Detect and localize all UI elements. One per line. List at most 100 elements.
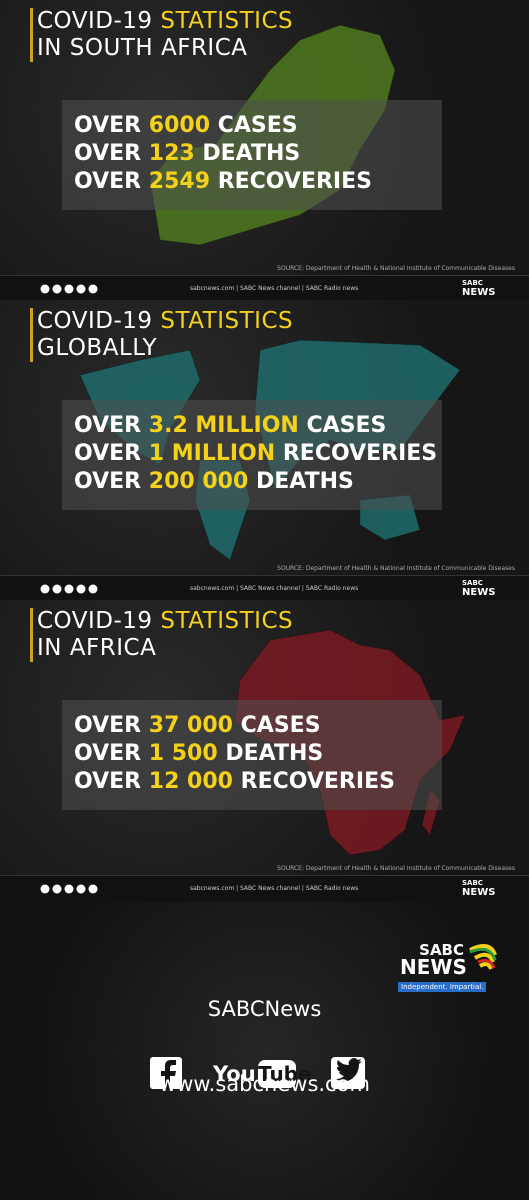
stat-label: CASES xyxy=(217,113,298,138)
stat-value: 6000 xyxy=(148,113,211,138)
stat-value: 2549 xyxy=(148,169,211,194)
stat-label: DEATHS xyxy=(202,141,301,166)
title-highlight: STATISTICS xyxy=(160,8,294,34)
title-line: IN SOUTH AFRICA xyxy=(37,35,248,61)
title-line: COVID-19 STATISTICS xyxy=(37,8,293,35)
title-highlight: STATISTICS xyxy=(160,308,294,334)
title-text: COVID-19 xyxy=(37,608,153,634)
end-graphics xyxy=(150,944,497,1089)
stat-label: DEATHS xyxy=(225,741,324,766)
youtube-box xyxy=(258,1060,296,1088)
social-icon xyxy=(52,884,62,894)
stat-line: OVER 6000 CASES xyxy=(74,113,298,138)
social-icon xyxy=(76,584,86,594)
stat-label: CASES xyxy=(306,413,387,438)
stat-value: 200 000 xyxy=(148,469,249,494)
stat-prefix: OVER xyxy=(74,741,142,766)
social-icon xyxy=(52,284,62,294)
stats-box xyxy=(62,100,442,210)
footer-bar: sabcnews.com | SABC News channel | SABC … xyxy=(0,875,529,902)
logo-arc xyxy=(477,959,496,969)
stat-label: RECOVERIES xyxy=(282,441,438,466)
website: www.sabcnews.com xyxy=(159,1072,370,1096)
social-icon xyxy=(76,284,86,294)
small-logo-bottom: NEWS xyxy=(462,587,496,598)
small-logo: SABC NEWS xyxy=(462,579,496,598)
stats-box xyxy=(62,700,442,810)
facebook-f xyxy=(161,1060,176,1089)
social-icon xyxy=(64,284,74,294)
title-highlight: STATISTICS xyxy=(160,608,294,634)
small-logo: SABC NEWS xyxy=(462,279,496,298)
small-logo-top: SABC xyxy=(462,579,483,587)
stat-prefix: OVER xyxy=(74,769,142,794)
panel: COVID-19 STATISTICS IN SOUTH AFRICA OVER 6… xyxy=(0,0,529,275)
stat-line: OVER 200 000 DEATHS xyxy=(74,469,354,494)
panel: COVID-19 STATISTICS GLOBALLY OVER 3.2 MILL… xyxy=(0,300,529,575)
logo-arcs xyxy=(469,944,497,970)
stat-line: OVER 1 MILLION RECOVERIES xyxy=(74,441,437,466)
small-logo-bottom: NEWS xyxy=(462,887,496,898)
stat-prefix: OVER xyxy=(74,441,142,466)
stat-value: 1 500 xyxy=(148,741,218,766)
social-icon xyxy=(88,884,98,894)
title-line: IN AFRICA xyxy=(37,635,157,661)
small-logo-top: SABC xyxy=(462,279,483,287)
handle: SABCNews xyxy=(207,997,322,1021)
links: sabcnews.com | SABC News channel | SABC … xyxy=(190,885,359,892)
stat-prefix: OVER xyxy=(74,469,142,494)
social-icons xyxy=(40,884,98,894)
tagline: Independent. Impartial. xyxy=(398,982,487,992)
links: sabcnews.com | SABC News channel | SABC … xyxy=(190,585,359,592)
social-icon xyxy=(88,584,98,594)
stat-value: 12 000 xyxy=(148,769,233,794)
small-logo-top: SABC xyxy=(462,879,483,887)
social-icons xyxy=(40,584,98,594)
stat-line: OVER 123 DEATHS xyxy=(74,141,300,166)
source: SOURCE: Department of Health & National … xyxy=(277,865,515,872)
logo-bottom: NEWS xyxy=(400,955,467,979)
stat-label: RECOVERIES xyxy=(240,769,395,794)
title: COVID-19 STATISTICS GLOBALLY xyxy=(30,308,293,362)
stat-value: 37 000 xyxy=(148,713,233,738)
stat-label: RECOVERIES xyxy=(217,169,372,194)
stat-prefix: OVER xyxy=(74,113,142,138)
stats-box xyxy=(62,400,442,510)
links: sabcnews.com | SABC News channel | SABC … xyxy=(190,285,359,292)
title: COVID-19 STATISTICS IN SOUTH AFRICA xyxy=(30,8,293,62)
stat-prefix: OVER xyxy=(74,141,142,166)
social-icons xyxy=(40,284,98,294)
stat-line: OVER 37 000 CASES xyxy=(74,713,321,738)
social-icon xyxy=(40,284,50,294)
stat-value: 123 xyxy=(148,141,195,166)
source: SOURCE: Department of Health & National … xyxy=(277,265,515,272)
footer-bar: sabcnews.com | SABC News channel | SABC … xyxy=(0,275,529,302)
twitter-bird xyxy=(336,1058,362,1082)
social-icon xyxy=(88,284,98,294)
youtube-you: You xyxy=(213,1062,256,1086)
title-line: COVID-19 STATISTICS xyxy=(37,308,293,335)
title: COVID-19 STATISTICS IN AFRICA xyxy=(30,608,293,662)
stat-prefix: OVER xyxy=(74,169,142,194)
social-icon xyxy=(64,584,74,594)
stat-label: DEATHS xyxy=(255,469,354,494)
logo: SABC NEWS xyxy=(400,942,467,979)
social-icon xyxy=(52,584,62,594)
footer-bar: sabcnews.com | SABC News channel | SABC … xyxy=(0,575,529,602)
end-card: SABC NEWS Independent. Impartial. SABCNe… xyxy=(0,900,529,1200)
title-line: GLOBALLY xyxy=(37,335,158,361)
small-logo: SABC NEWS xyxy=(462,879,496,898)
stat-value: 3.2 MILLION xyxy=(148,413,299,438)
stat-prefix: OVER xyxy=(74,713,142,738)
stat-line: OVER 3.2 MILLION CASES xyxy=(74,413,386,438)
stat-line: OVER 1 500 DEATHS xyxy=(74,741,323,766)
stat-label: CASES xyxy=(240,713,321,738)
stat-prefix: OVER xyxy=(74,413,142,438)
small-logo-bottom: NEWS xyxy=(462,287,496,298)
stat-value: 1 MILLION xyxy=(148,441,276,466)
title-line: COVID-19 STATISTICS xyxy=(37,608,293,635)
social-icon xyxy=(64,884,74,894)
social-icon xyxy=(40,584,50,594)
stat-line: OVER 12 000 RECOVERIES xyxy=(74,769,395,794)
